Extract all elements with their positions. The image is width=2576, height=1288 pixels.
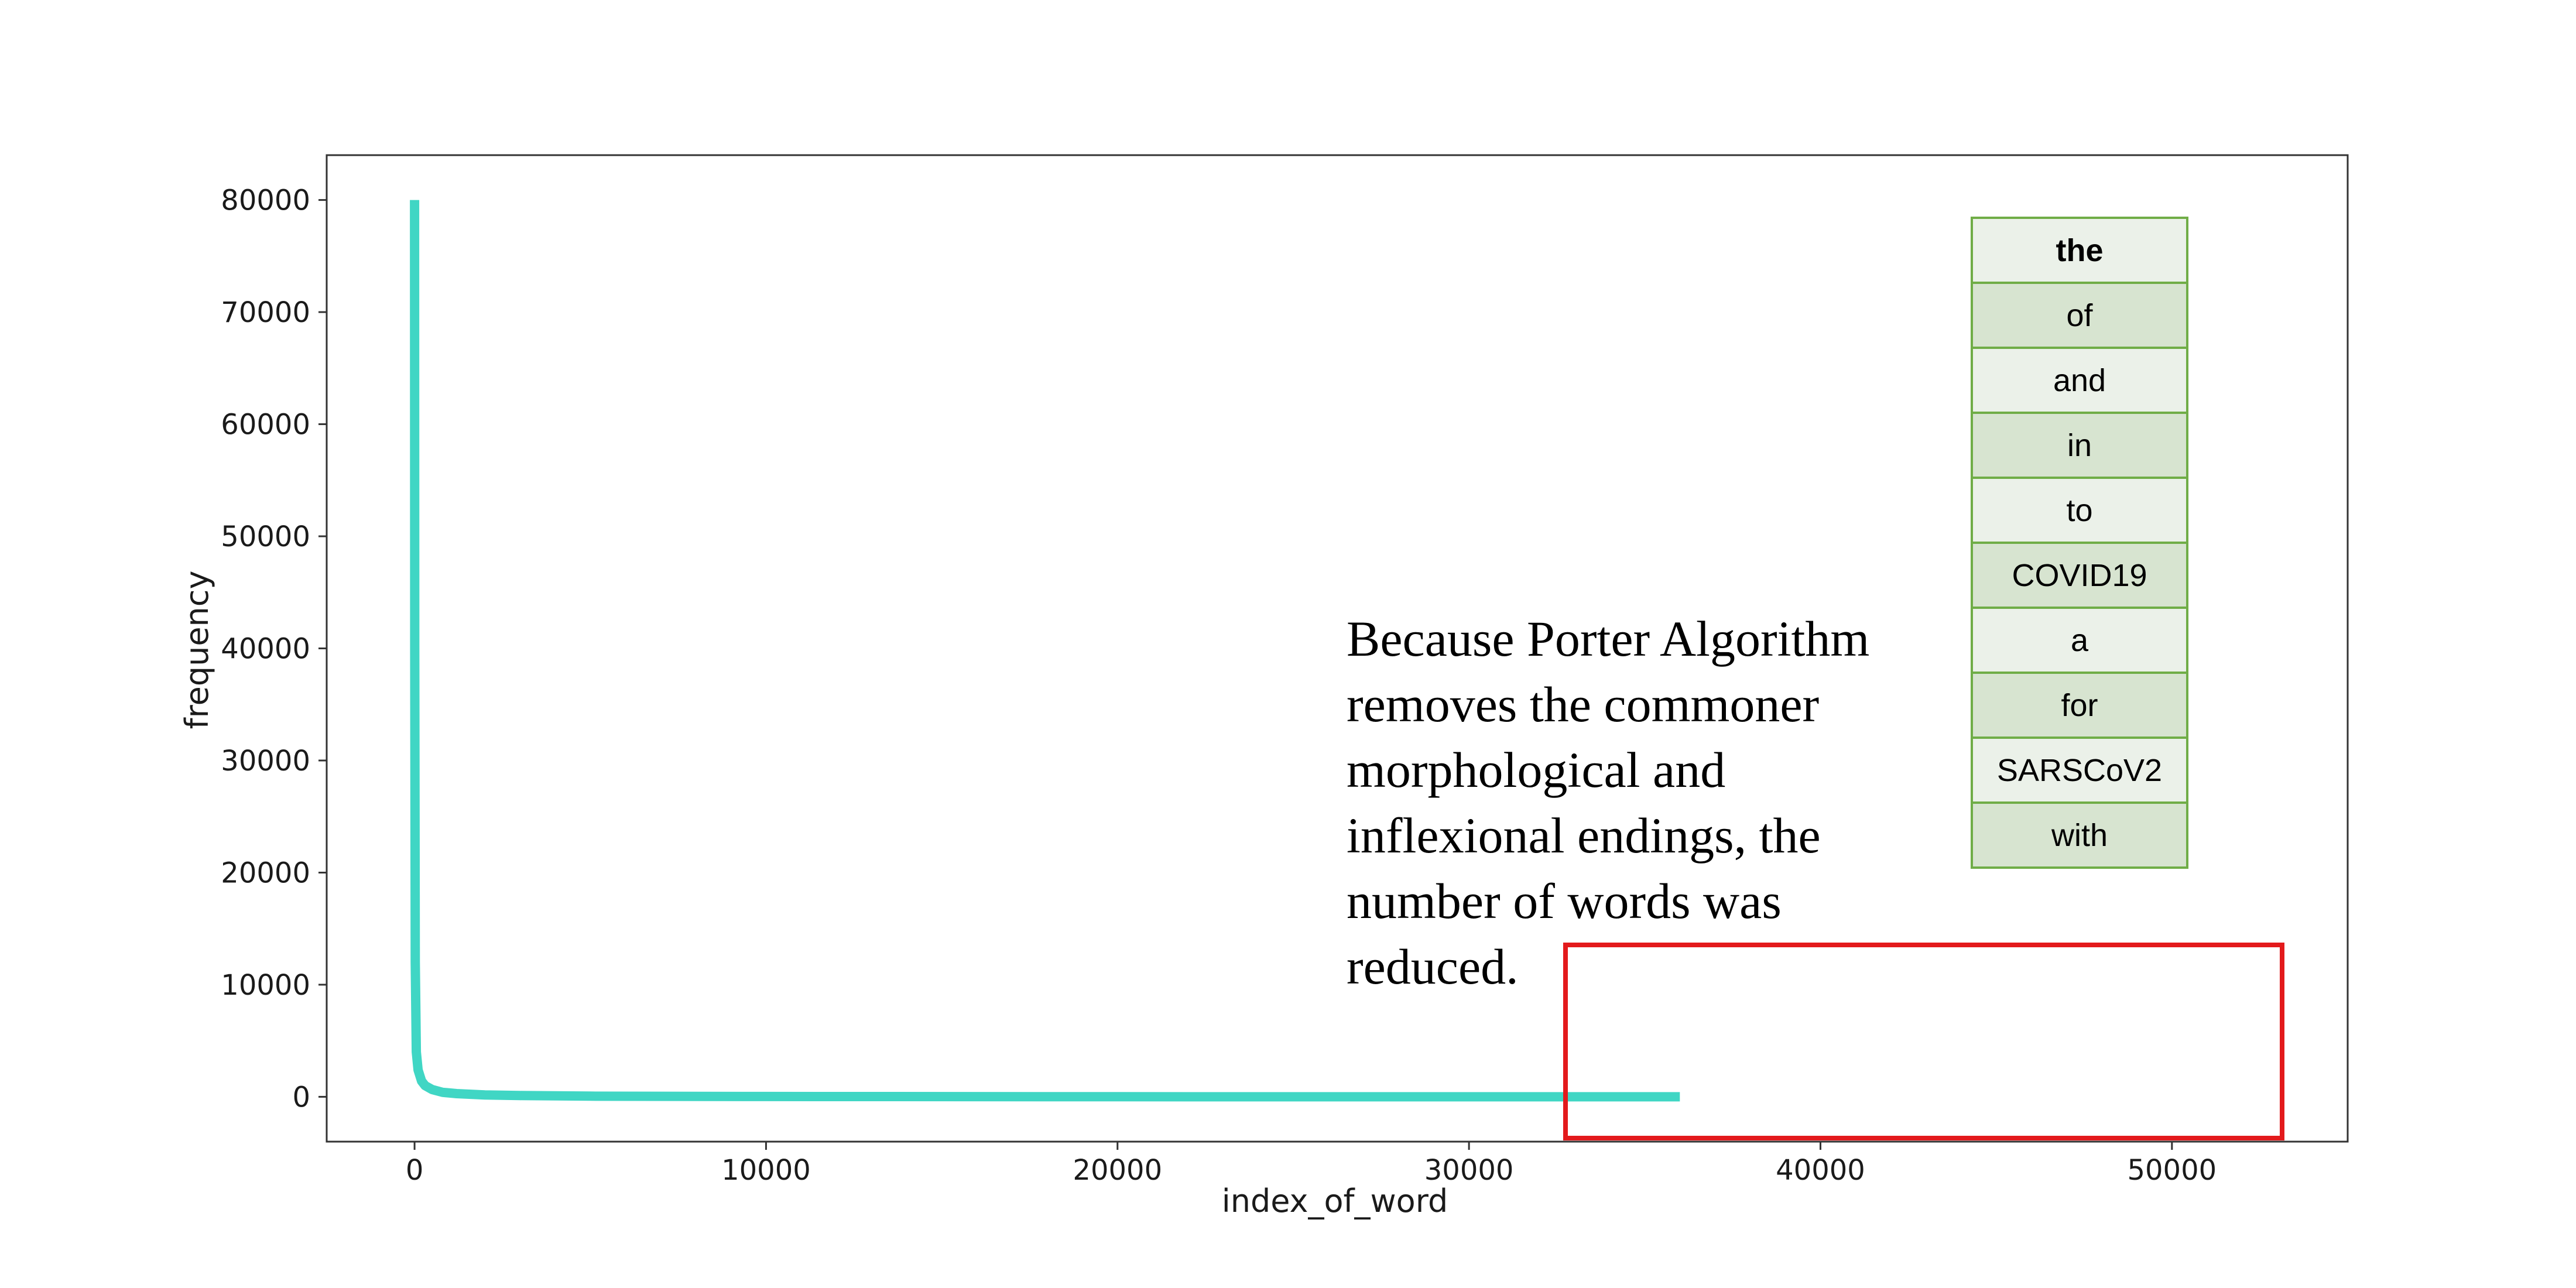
table-row: and: [1971, 347, 2188, 414]
y-axis-ticks: 0 10000 20000 30000 40000 50000 60000 70000 8000…: [221, 184, 327, 1114]
x-tick-label: 10000: [721, 1154, 811, 1187]
word-cell: a: [1971, 607, 2188, 674]
highlight-box: [1563, 943, 2284, 1140]
frequency-series-line: [410, 200, 1680, 1102]
x-tick-label: 20000: [1073, 1154, 1162, 1187]
table-row: in: [1971, 412, 2188, 479]
y-axis-title: frequency: [179, 571, 215, 729]
word-cell: to: [1971, 477, 2188, 544]
word-cell: the: [1971, 217, 2188, 284]
y-tick-label: 30000: [221, 745, 310, 777]
word-cell: for: [1971, 672, 2188, 739]
x-tick-label: 0: [406, 1154, 424, 1187]
porter-algorithm-annotation: Because Porter Algorithm removes the com…: [1347, 611, 1870, 995]
word-cell: and: [1971, 347, 2188, 414]
y-tick-label: 0: [292, 1081, 310, 1114]
table-row: for: [1971, 672, 2188, 739]
table-row: COVID19: [1971, 542, 2188, 609]
x-tick-label: 30000: [1424, 1154, 1514, 1187]
table-row: a: [1971, 607, 2188, 674]
y-tick-label: 10000: [221, 969, 310, 1002]
x-axis-title: index_of_word: [1222, 1183, 1448, 1220]
y-tick-label: 60000: [221, 409, 310, 441]
word-cell: in: [1971, 412, 2188, 479]
y-tick-label: 20000: [221, 857, 310, 889]
table-row: the: [1971, 217, 2188, 284]
word-cell: of: [1971, 282, 2188, 349]
y-tick-label: 80000: [221, 184, 310, 217]
y-tick-label: 70000: [221, 296, 310, 329]
table-row: with: [1971, 801, 2188, 869]
x-axis-ticks: 0 10000 20000 30000 40000 50000: [406, 1142, 2217, 1187]
word-cell: SARSCoV2: [1971, 737, 2188, 804]
x-tick-label: 40000: [1776, 1154, 1865, 1187]
word-cell: COVID19: [1971, 542, 2188, 609]
word-cell: with: [1971, 801, 2188, 869]
x-tick-label: 50000: [2127, 1154, 2217, 1187]
y-tick-label: 40000: [221, 633, 310, 666]
top-words-table: the of and in to COVID19 a for SARSCoV2 …: [1971, 217, 2188, 869]
table-row: to: [1971, 477, 2188, 544]
y-tick-label: 50000: [221, 520, 310, 553]
table-row: of: [1971, 282, 2188, 349]
table-row: SARSCoV2: [1971, 737, 2188, 804]
